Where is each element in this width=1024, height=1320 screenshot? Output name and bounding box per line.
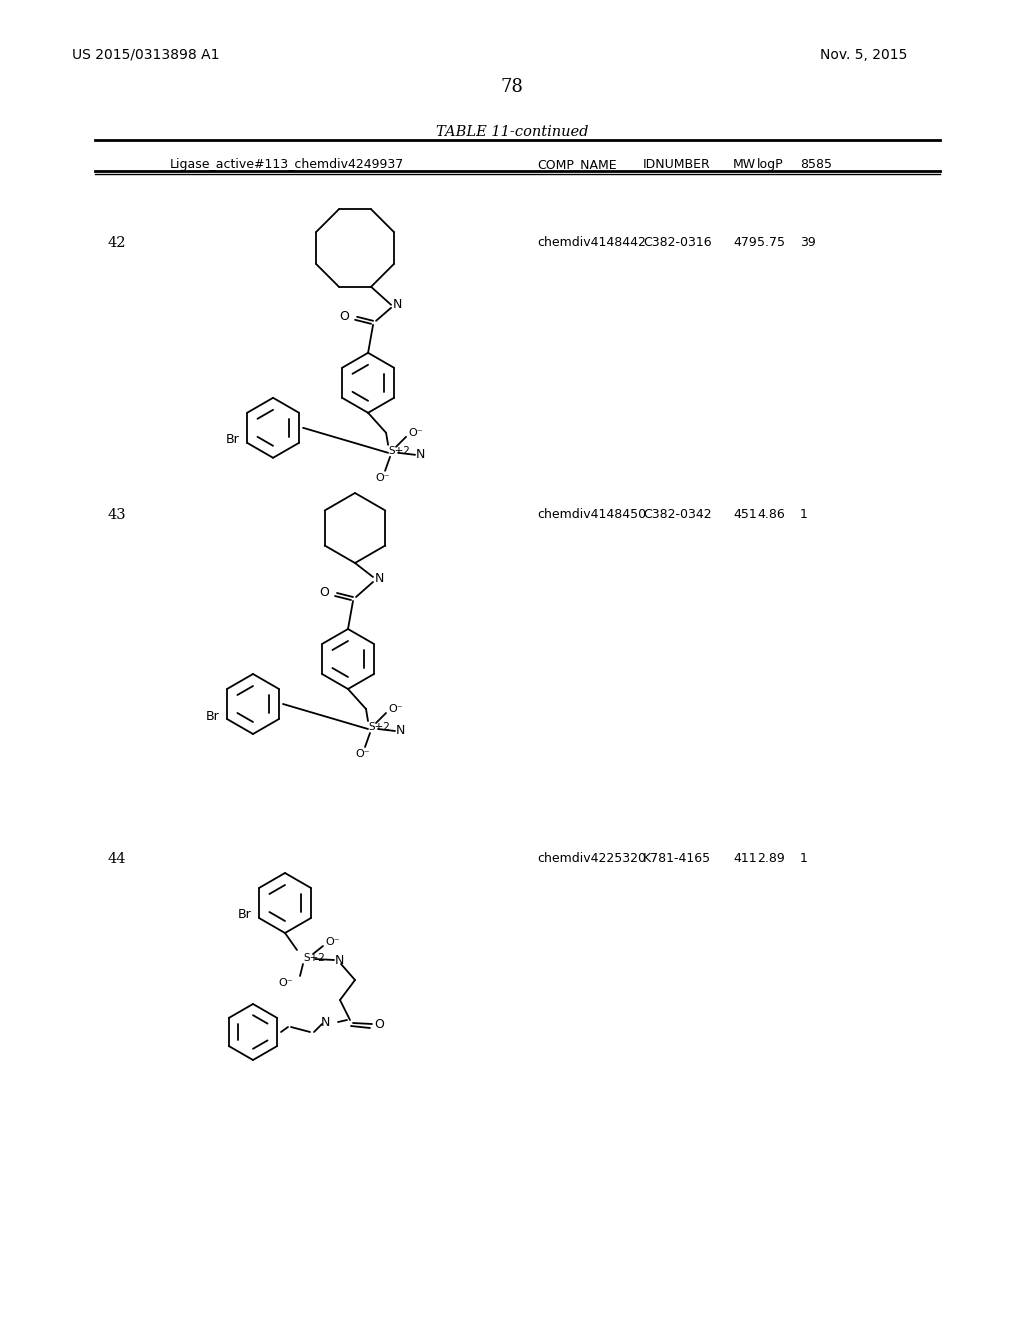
Text: TABLE 11-continued: TABLE 11-continued [436, 125, 588, 139]
Text: 44: 44 [108, 851, 127, 866]
Text: O⁻: O⁻ [325, 937, 340, 946]
Text: 1: 1 [800, 851, 808, 865]
Text: 43: 43 [108, 508, 127, 521]
Text: 4.86: 4.86 [757, 508, 784, 521]
Text: O⁻: O⁻ [388, 704, 402, 714]
Text: 8585: 8585 [800, 158, 831, 172]
Text: N: N [393, 298, 402, 312]
Text: 479: 479 [733, 236, 757, 249]
Text: IDNUMBER: IDNUMBER [643, 158, 711, 172]
Text: 451: 451 [733, 508, 757, 521]
Text: Nov. 5, 2015: Nov. 5, 2015 [820, 48, 907, 62]
Text: O⁻: O⁻ [376, 473, 390, 483]
Text: Ligase_active#113_chemdiv4249937: Ligase_active#113_chemdiv4249937 [170, 158, 404, 172]
Text: O: O [339, 310, 349, 323]
Text: C382-0316: C382-0316 [643, 236, 712, 249]
Text: N: N [416, 449, 425, 461]
Text: 78: 78 [501, 78, 523, 96]
Text: MW: MW [733, 158, 756, 172]
Text: Br: Br [238, 908, 251, 921]
Text: S+2: S+2 [303, 953, 325, 964]
Text: N: N [321, 1015, 330, 1028]
Text: K781-4165: K781-4165 [643, 851, 711, 865]
Text: chemdiv4225320: chemdiv4225320 [537, 851, 646, 865]
Text: 1: 1 [800, 508, 808, 521]
Text: O⁻: O⁻ [279, 978, 293, 987]
Text: O: O [319, 586, 329, 599]
Text: N: N [375, 573, 384, 586]
Text: O: O [374, 1018, 384, 1031]
Text: C382-0342: C382-0342 [643, 508, 712, 521]
Text: 5.75: 5.75 [757, 236, 785, 249]
Text: 411: 411 [733, 851, 757, 865]
Text: S+2: S+2 [368, 722, 390, 733]
Text: S+2: S+2 [388, 446, 410, 455]
Text: 39: 39 [800, 236, 816, 249]
Text: O⁻: O⁻ [409, 428, 423, 438]
Text: COMP_NAME: COMP_NAME [537, 158, 616, 172]
Text: N: N [396, 725, 406, 738]
Text: Br: Br [225, 433, 239, 446]
Text: N: N [335, 953, 344, 966]
Text: logP: logP [757, 158, 783, 172]
Text: O⁻: O⁻ [355, 748, 371, 759]
Text: chemdiv4148450: chemdiv4148450 [537, 508, 646, 521]
Text: US 2015/0313898 A1: US 2015/0313898 A1 [72, 48, 219, 62]
Text: 42: 42 [108, 236, 127, 249]
Text: chemdiv4148442: chemdiv4148442 [537, 236, 646, 249]
Text: Br: Br [205, 710, 219, 722]
Text: 2.89: 2.89 [757, 851, 784, 865]
